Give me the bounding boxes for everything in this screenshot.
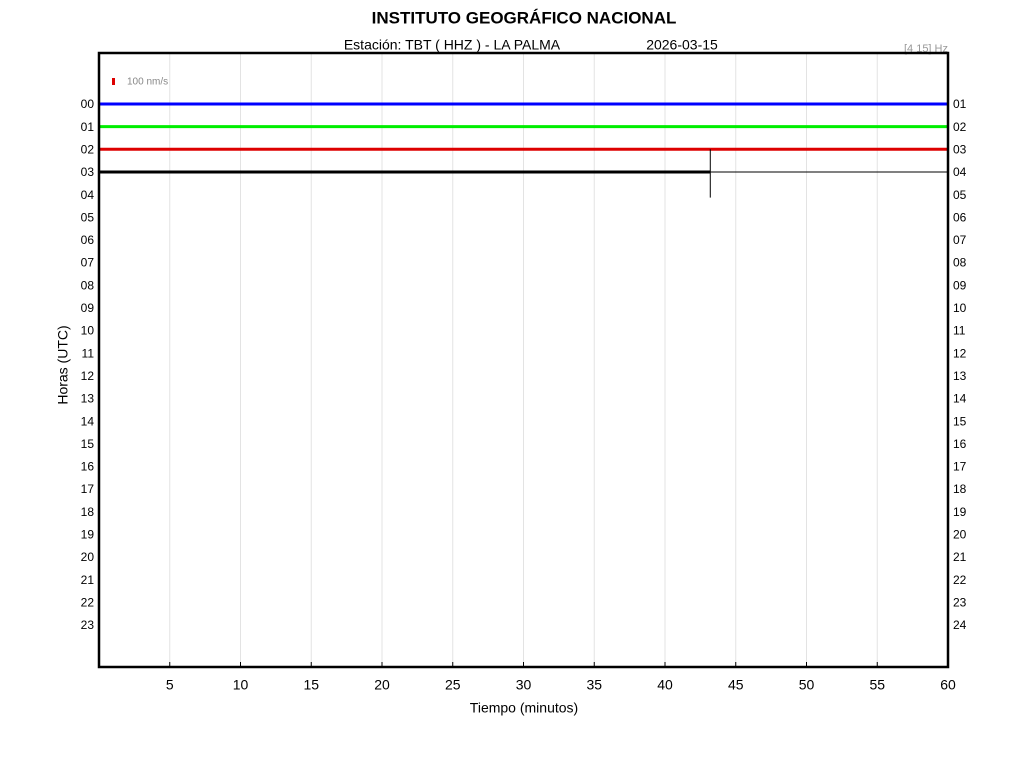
y2-tick-label: 04: [953, 165, 967, 179]
x-axis-label: Tiempo (minutos): [470, 700, 578, 716]
y2-tick-label: 23: [953, 595, 967, 609]
y-tick-label: 08: [81, 278, 95, 292]
y-tick-label: 17: [81, 482, 95, 496]
y-axis-label: Horas (UTC): [55, 325, 71, 404]
x-tick-label: 50: [799, 677, 815, 693]
y-tick-label: 04: [81, 188, 95, 202]
y-tick-label: 06: [81, 233, 95, 247]
y-tick-label: 15: [81, 437, 95, 451]
y2-tick-label: 02: [953, 120, 967, 134]
x-tick-label: 35: [586, 677, 602, 693]
y-tick-label: 22: [81, 595, 95, 609]
y-tick-label: 01: [81, 120, 95, 134]
y2-tick-label: 24: [953, 618, 967, 632]
scale-bar: [112, 78, 115, 85]
y-tick-label: 21: [81, 573, 95, 587]
y-tick-label: 12: [81, 369, 95, 383]
y2-tick-label: 10: [953, 301, 967, 315]
y2-tick-label: 16: [953, 437, 967, 451]
y-tick-label: 09: [81, 301, 95, 315]
x-tick-label: 15: [303, 677, 319, 693]
y-tick-label: 23: [81, 618, 95, 632]
y2-tick-label: 08: [953, 256, 967, 270]
y2-tick-label: 22: [953, 573, 967, 587]
y2-tick-label: 18: [953, 482, 967, 496]
y-tick-label: 02: [81, 142, 95, 156]
x-tick-label: 60: [940, 677, 956, 693]
grid: [169, 53, 949, 667]
x-tick-label: 25: [445, 677, 461, 693]
y2-tick-label: 12: [953, 346, 967, 360]
y2-tick-label: 11: [953, 324, 966, 338]
x-tick-label: 45: [728, 677, 744, 693]
y2-tick-label: 15: [953, 414, 967, 428]
y-tick-label: 11: [82, 346, 95, 360]
y-tick-label: 13: [81, 392, 95, 406]
y2-tick-label: 17: [953, 460, 967, 474]
y2-tick-label: 05: [953, 188, 967, 202]
traces: [99, 102, 948, 198]
date: 2026-03-15: [646, 37, 718, 53]
y-tick-label: 18: [81, 505, 95, 519]
y2-tick-label: 19: [953, 505, 967, 519]
y-tick-label: 19: [81, 528, 95, 542]
y2-tick-label: 07: [953, 233, 967, 247]
y2-tick-label: 03: [953, 142, 967, 156]
y-tick-label: 05: [81, 210, 95, 224]
y-tick-label: 14: [81, 414, 95, 428]
subtitle: Estación: TBT ( HHZ ) - LA PALMA: [344, 37, 561, 53]
x-tick-label: 20: [374, 677, 390, 693]
y-tick-label: 20: [81, 550, 95, 564]
y2-tick-label: 09: [953, 278, 967, 292]
x-tick-label: 5: [166, 677, 174, 693]
x-tick-label: 30: [516, 677, 532, 693]
y2-tick-label: 20: [953, 528, 967, 542]
y2-tick-label: 01: [953, 97, 967, 111]
y-tick-label: 00: [81, 97, 95, 111]
y-tick-label: 07: [81, 256, 95, 270]
y2-tick-label: 06: [953, 210, 967, 224]
x-tick-label: 40: [657, 677, 673, 693]
y2-tick-label: 13: [953, 369, 967, 383]
x-tick-label: 55: [869, 677, 885, 693]
chart-title: INSTITUTO GEOGRÁFICO NACIONAL: [372, 8, 677, 27]
x-tick-label: 10: [233, 677, 249, 693]
y2-tick-label: 14: [953, 392, 967, 406]
y-tick-label: 03: [81, 165, 95, 179]
y2-tick-label: 21: [953, 550, 967, 564]
y-tick-label: 10: [81, 324, 95, 338]
y-tick-label: 16: [81, 460, 95, 474]
scale-label: 100 nm/s: [127, 77, 168, 88]
